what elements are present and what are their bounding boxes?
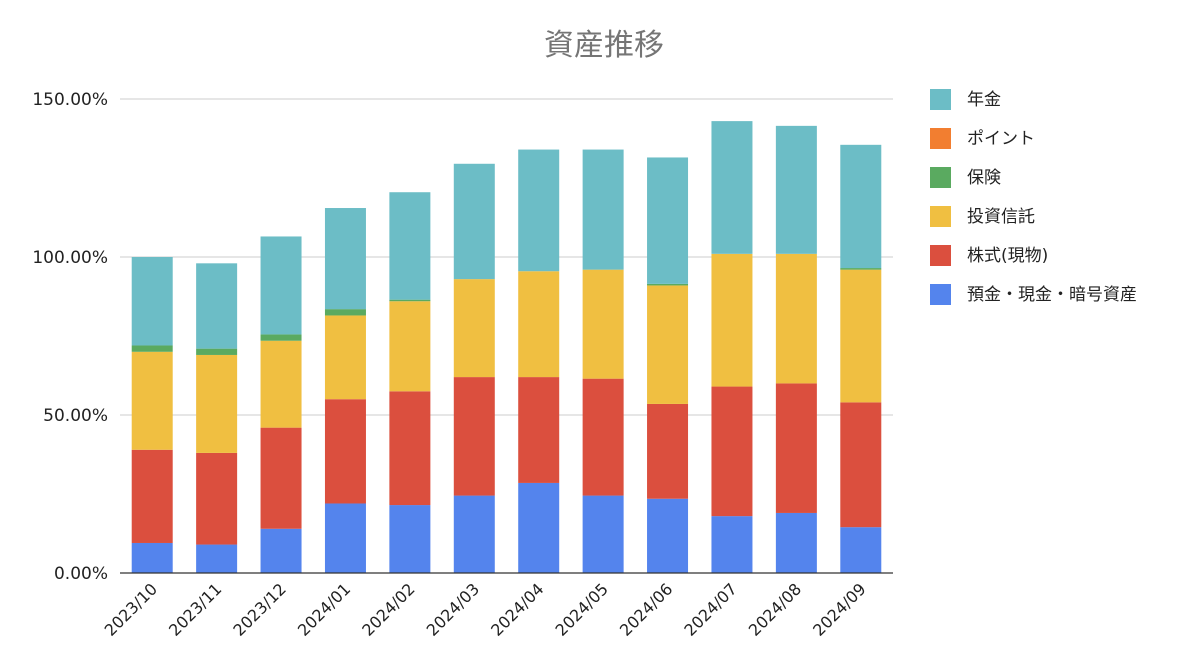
bar-segment [647, 283, 689, 286]
bar-segment [775, 125, 817, 254]
legend-swatch [930, 128, 951, 149]
bar-segment [131, 257, 173, 346]
chart-title: 資産推移 [544, 28, 664, 63]
bar-segment [389, 505, 431, 573]
y-tick-label: 0.00% [54, 564, 108, 584]
bar-segment [582, 378, 624, 496]
x-tick-label: 2024/03 [423, 579, 483, 639]
bar-segment [518, 377, 560, 483]
bar-segment [711, 516, 753, 573]
bar-segment [582, 149, 624, 270]
bar-segment [518, 271, 560, 378]
bar-segment [131, 449, 173, 543]
bar-segment [453, 163, 495, 280]
legend-label: ポイント [967, 129, 1035, 149]
bar-segment [196, 452, 238, 545]
bar-segment [582, 495, 624, 573]
bar-segment [324, 503, 366, 573]
bars [131, 121, 882, 573]
bar-segment [131, 345, 173, 352]
x-tick-label: 2024/01 [294, 579, 354, 639]
y-axis-ticks: 0.00% 50.00% 100.00% 150.00% [32, 90, 108, 584]
bar-segment [196, 263, 238, 349]
legend-swatch [930, 206, 951, 227]
bar-segment [389, 301, 431, 392]
bar-segment [840, 268, 882, 270]
bar-segment [196, 354, 238, 453]
legend-swatch [930, 167, 951, 188]
legend-label: 保険 [967, 168, 1001, 188]
x-tick-label: 2024/08 [745, 579, 805, 639]
bar-segment [196, 544, 238, 573]
bar-segment [389, 192, 431, 300]
bar-segment [647, 403, 689, 499]
bar-segment [260, 236, 302, 335]
bar-segment [389, 299, 431, 302]
bar-segment [131, 351, 173, 450]
legend-label: 預金・現金・暗号資産 [967, 285, 1137, 305]
x-tick-label: 2023/12 [229, 579, 289, 639]
bar-segment [711, 386, 753, 517]
legend-swatch [930, 284, 951, 305]
bar-segment [711, 253, 753, 387]
bar-segment [518, 482, 560, 573]
bar-segment [131, 542, 173, 573]
legend-label: 投資信託 [967, 207, 1035, 227]
x-tick-label: 2024/07 [680, 579, 740, 639]
x-tick-label: 2023/10 [101, 579, 161, 639]
x-axis-ticks: 2023/10 2023/11 2023/12 2024/01 2024/02 2024/… [101, 579, 870, 639]
bar-segment [389, 391, 431, 506]
gridlines [120, 98, 893, 416]
x-tick-label: 2024/05 [552, 579, 612, 639]
y-tick-label: 50.00% [43, 406, 108, 426]
bar-segment [582, 269, 624, 379]
legend-swatch [930, 89, 951, 110]
bar-segment [518, 149, 560, 272]
bar-segment [324, 208, 366, 310]
x-tick-label: 2023/11 [165, 579, 225, 639]
bar-segment [711, 121, 753, 254]
bar-segment [453, 495, 495, 573]
legend-label: 株式(現物) [967, 246, 1048, 266]
bar-segment [453, 377, 495, 496]
bar-segment [260, 334, 302, 341]
bar-segment [840, 402, 882, 528]
bar-segment [260, 427, 302, 529]
y-tick-label: 100.00% [32, 248, 108, 268]
bar-segment [775, 512, 817, 573]
bar-segment [260, 340, 302, 428]
legend-label: 年金 [967, 90, 1001, 110]
bar-segment [196, 348, 238, 355]
bar-segment [840, 269, 882, 403]
x-tick-label: 2024/06 [616, 579, 676, 639]
y-tick-label: 150.00% [32, 90, 108, 110]
bar-segment [840, 527, 882, 573]
legend-swatch [930, 245, 951, 266]
bar-segment [840, 144, 882, 269]
bar-segment [324, 315, 366, 400]
bar-segment [647, 285, 689, 404]
x-tick-label: 2024/02 [358, 579, 418, 639]
bar-segment [260, 528, 302, 573]
x-tick-label: 2024/04 [487, 579, 547, 639]
bar-segment [324, 399, 366, 504]
bar-segment [324, 309, 366, 316]
bar-segment [775, 383, 817, 513]
x-tick-label: 2024/09 [809, 579, 869, 639]
bar-segment [453, 279, 495, 378]
bar-segment [647, 498, 689, 573]
bar-segment [647, 157, 689, 284]
bar-segment [775, 253, 817, 384]
